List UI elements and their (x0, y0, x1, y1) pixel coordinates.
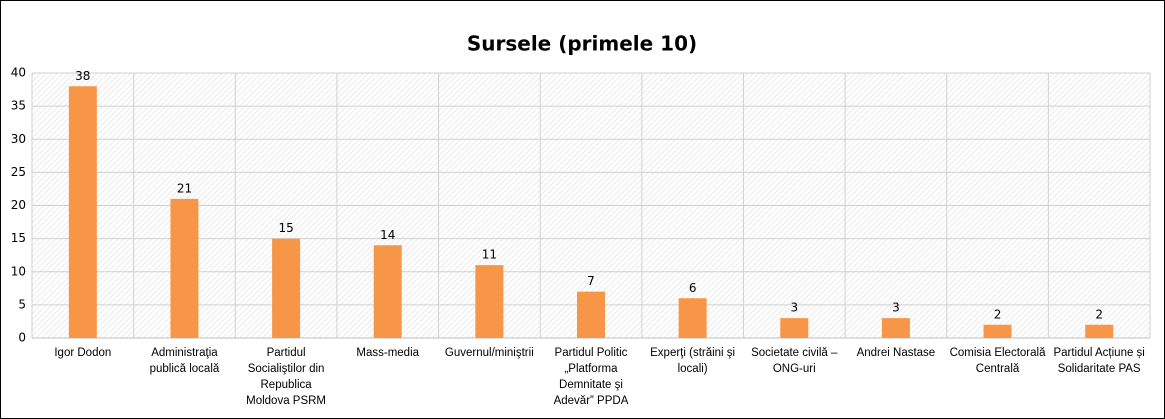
value-label: 7 (587, 274, 595, 288)
bar (780, 318, 809, 338)
bar (272, 238, 301, 338)
value-label: 2 (1095, 307, 1103, 321)
x-tick-label: Andrei Nastase (856, 347, 936, 359)
y-tick-label: 20 (11, 198, 26, 212)
value-label: 11 (482, 248, 497, 262)
x-tick-label: Administraţia publică locală (149, 347, 220, 375)
y-tick-label: 30 (11, 132, 26, 146)
bar (881, 318, 910, 338)
bar (475, 265, 504, 338)
value-label: 38 (75, 69, 90, 83)
value-label: 3 (892, 301, 900, 315)
x-tick-label: Experţi (străini şi locali) (650, 347, 736, 375)
bar (68, 86, 97, 338)
value-label: 21 (177, 181, 192, 195)
value-label: 2 (994, 307, 1002, 321)
y-tick-label: 25 (11, 165, 26, 179)
y-tick-label: 5 (18, 297, 26, 311)
x-tick-label: Partidul Politic „Platforma Demnitate şi… (553, 347, 629, 407)
x-tick-label: Comisia Electorală Centrală (949, 347, 1046, 375)
y-tick-label: 35 (11, 99, 26, 113)
y-tick-label: 0 (18, 331, 26, 345)
bar (577, 291, 605, 338)
x-tick-label: Partidul Socialiştilor din Republica Mol… (246, 347, 327, 407)
x-tick-label: Guvernul/miniştrii (444, 347, 534, 359)
y-tick-label: 15 (11, 231, 26, 245)
bar (170, 198, 199, 338)
bar (1085, 324, 1114, 338)
x-tick-label: Mass-media (356, 347, 420, 359)
bar (678, 298, 707, 338)
x-tick-label: Partidul Acțiune și Solidaritate PAS (1053, 347, 1145, 375)
bar (373, 245, 402, 338)
value-label: 3 (790, 301, 798, 315)
value-label: 15 (278, 221, 293, 235)
bar (983, 324, 1012, 338)
x-tick-label: Societate civilă – ONG-uri (751, 347, 838, 375)
chart-title: Sursele (primele 10) (467, 32, 697, 56)
y-tick-label: 40 (11, 66, 26, 80)
y-tick-label: 10 (11, 264, 26, 278)
x-tick-label: Igor Dodon (54, 347, 112, 359)
value-label: 14 (380, 228, 395, 242)
value-label: 6 (689, 281, 697, 295)
